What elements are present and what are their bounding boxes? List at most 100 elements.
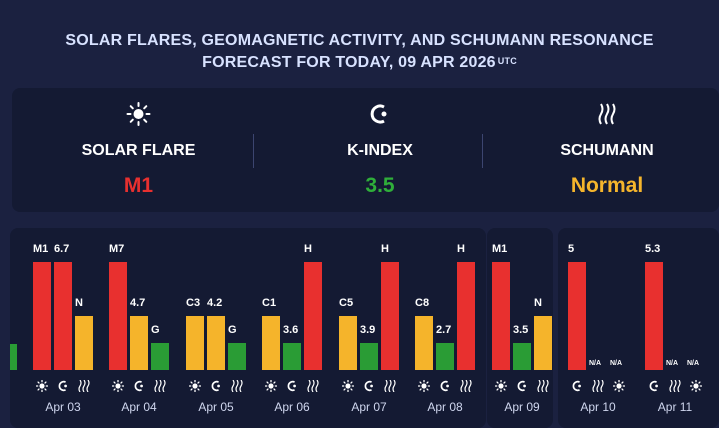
kindex-bar-label: 5.3	[645, 243, 661, 255]
schumann-bar	[534, 316, 552, 370]
flare-bar	[109, 262, 127, 370]
moon-icon	[516, 379, 528, 397]
day-date-label: Apr 11	[657, 400, 693, 414]
schumann-bar-label: G	[151, 324, 160, 336]
flare-bar-label: C8	[415, 297, 430, 309]
flare-bar-label: C5	[339, 297, 354, 309]
schumann-bar-label: G	[228, 324, 237, 336]
schumann-bar	[75, 316, 93, 370]
kindex-bar	[568, 262, 586, 370]
day-date-label: Apr 06	[274, 400, 310, 414]
moon-icon	[133, 379, 145, 397]
na-label: N/A	[687, 360, 700, 367]
sun-icon	[341, 379, 355, 397]
summary-value: 3.5	[365, 174, 395, 197]
wave-icon	[154, 379, 166, 397]
schumann-bar-label: H	[381, 243, 389, 255]
schumann-bar	[304, 262, 322, 370]
sun-icon	[111, 379, 125, 397]
timezone-label: UTC	[497, 56, 517, 66]
day-date-label: Apr 03	[45, 400, 81, 414]
kindex-bar	[436, 343, 454, 370]
wave-icon	[231, 379, 243, 397]
moon-icon	[57, 379, 69, 397]
moon-icon	[210, 379, 222, 397]
kindex-bar-label: 3.5	[513, 324, 529, 336]
moon-icon	[571, 379, 583, 397]
sun-icon	[417, 379, 431, 397]
sun-icon	[264, 379, 278, 397]
flare-bar-label: C1	[262, 297, 277, 309]
flare-bar	[262, 316, 280, 370]
sun-icon	[188, 379, 202, 397]
day-date-label: Apr 04	[121, 400, 157, 414]
kindex-bar	[513, 343, 531, 370]
kindex-bar	[54, 262, 72, 370]
summary-value: Normal	[570, 174, 644, 197]
daily-forecast: M1 6.7 N Apr 03 M7 4.7 G Apr 04 C3 4.2 G Apr 05 C1 3.…	[0, 228, 719, 428]
moon-icon	[363, 379, 375, 397]
na-label: N/A	[666, 360, 679, 367]
moon-icon	[648, 379, 660, 397]
day-date-label: Apr 10	[580, 400, 616, 414]
title-line-2: FORECAST FOR TODAY, 09 APR 2026 UTC	[0, 52, 719, 74]
flare-bar-label: M7	[109, 243, 125, 255]
wave-icon	[460, 379, 472, 397]
wave-icon	[592, 379, 604, 397]
sun-icon	[689, 379, 703, 397]
schumann-bar-label: N	[534, 297, 542, 309]
flare-bar-label: C3	[186, 297, 201, 309]
sun-icon	[35, 379, 49, 397]
wave-icon	[78, 379, 90, 397]
kindex-bar-label: 5	[568, 243, 575, 255]
schumann-bar	[381, 262, 399, 370]
kindex-bar-label: 2.7	[436, 324, 452, 336]
na-label: N/A	[610, 360, 623, 367]
wave-icon	[384, 379, 396, 397]
kindex-bar-label: 3.6	[283, 324, 299, 336]
schumann-bar-label: H	[304, 243, 312, 255]
page-title: SOLAR FLARES, GEOMAGNETIC ACTIVITY, AND …	[0, 30, 719, 74]
schumann-bar-label: H	[457, 243, 465, 255]
wave-icon	[669, 379, 681, 397]
summary-schumann: SCHUMANN Normal	[495, 88, 719, 212]
kindex-bar-label: 4.2	[207, 297, 223, 309]
kindex-bar-label: 4.7	[130, 297, 146, 309]
kindex-bar	[360, 343, 378, 370]
day-date-label: Apr 05	[198, 400, 234, 414]
flare-bar-label: M1	[33, 243, 49, 255]
kindex-bar-label: 3.9	[360, 324, 376, 336]
schumann-bar	[151, 343, 169, 370]
summary-value: M1	[123, 174, 154, 197]
kindex-bar-label: 6.7	[54, 243, 70, 255]
wave-icon	[598, 103, 616, 125]
schumann-bar-label: N	[75, 297, 83, 309]
flare-bar	[492, 262, 510, 370]
kindex-bar	[130, 316, 148, 370]
moon-icon	[439, 379, 451, 397]
day-date-label: Apr 09	[504, 400, 540, 414]
forecast-summary: SOLAR FLARE M1 K-INDEX 3.5 SCHUMANN Norm…	[12, 88, 719, 212]
sun-icon	[612, 379, 626, 397]
sun-icon	[494, 379, 508, 397]
flare-bar-label: M1	[492, 243, 508, 255]
divider	[253, 134, 254, 168]
schumann-bar	[457, 262, 475, 370]
summary-solar-flare: SOLAR FLARE M1	[12, 88, 265, 212]
flare-bar	[186, 316, 204, 370]
kindex-bar	[645, 262, 663, 370]
summary-label: SCHUMANN	[560, 142, 654, 159]
kindex-bar	[283, 343, 301, 370]
sun-icon	[126, 102, 151, 126]
summary-label: K-INDEX	[347, 142, 413, 159]
na-label: N/A	[589, 360, 602, 367]
wave-icon	[307, 379, 319, 397]
title-line-1: SOLAR FLARES, GEOMAGNETIC ACTIVITY, AND …	[65, 32, 654, 49]
flare-bar	[339, 316, 357, 370]
kindex-bar	[207, 316, 225, 370]
schumann-bar	[228, 343, 246, 370]
day-date-label: Apr 08	[427, 400, 463, 414]
moon-icon	[370, 104, 387, 124]
flare-bar	[415, 316, 433, 370]
moon-icon	[286, 379, 298, 397]
